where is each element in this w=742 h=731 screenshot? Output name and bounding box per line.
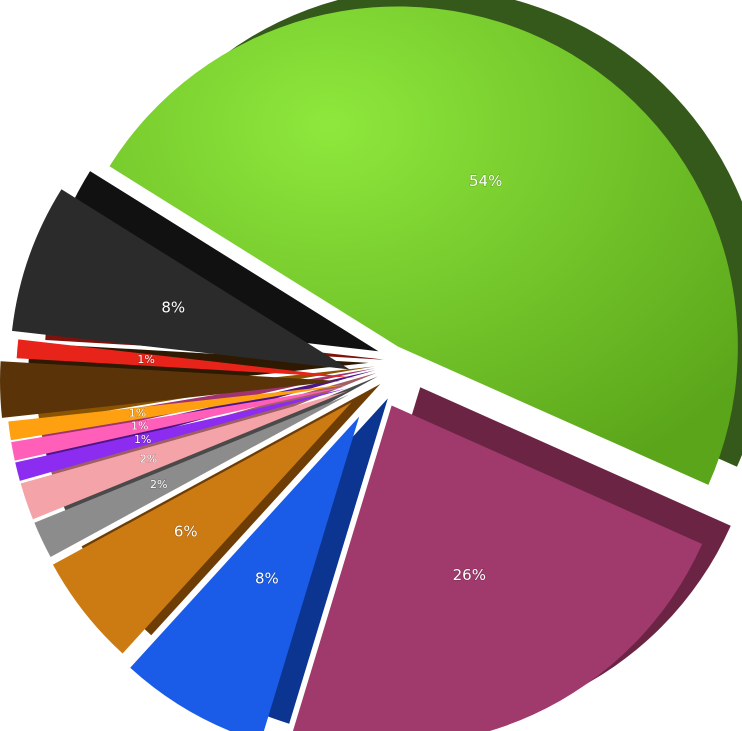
slice-data-label: 2% [140,453,157,466]
pie-slice [16,339,357,378]
pie-slice [0,361,341,418]
pie-slice [15,388,348,481]
slice-data-label: 8% [161,298,185,316]
slice-data-label: 26% [453,566,486,584]
pie-slice [292,405,703,731]
pie-slice [8,384,347,441]
slice-data-label: 1% [134,433,151,446]
pie-slice [11,189,350,370]
slice-data-label: 54% [469,172,502,190]
pie-slice [11,386,347,461]
slice-data-label: 1% [131,420,148,433]
slice-data-label: 8% [255,570,279,588]
pie-labels: 54%26%8%6%2%2%1%1%1%1%8% [128,171,503,588]
slice-data-label: 2% [150,478,167,491]
pie-slice [34,394,350,557]
slice-data-label: 1% [129,406,146,419]
pie-slice [130,416,360,731]
slice-data-label: 6% [174,523,198,541]
pie-slice [20,391,348,520]
pie-slice [52,402,352,654]
pie-slice [109,6,738,485]
slice-data-label: 1% [137,353,154,366]
